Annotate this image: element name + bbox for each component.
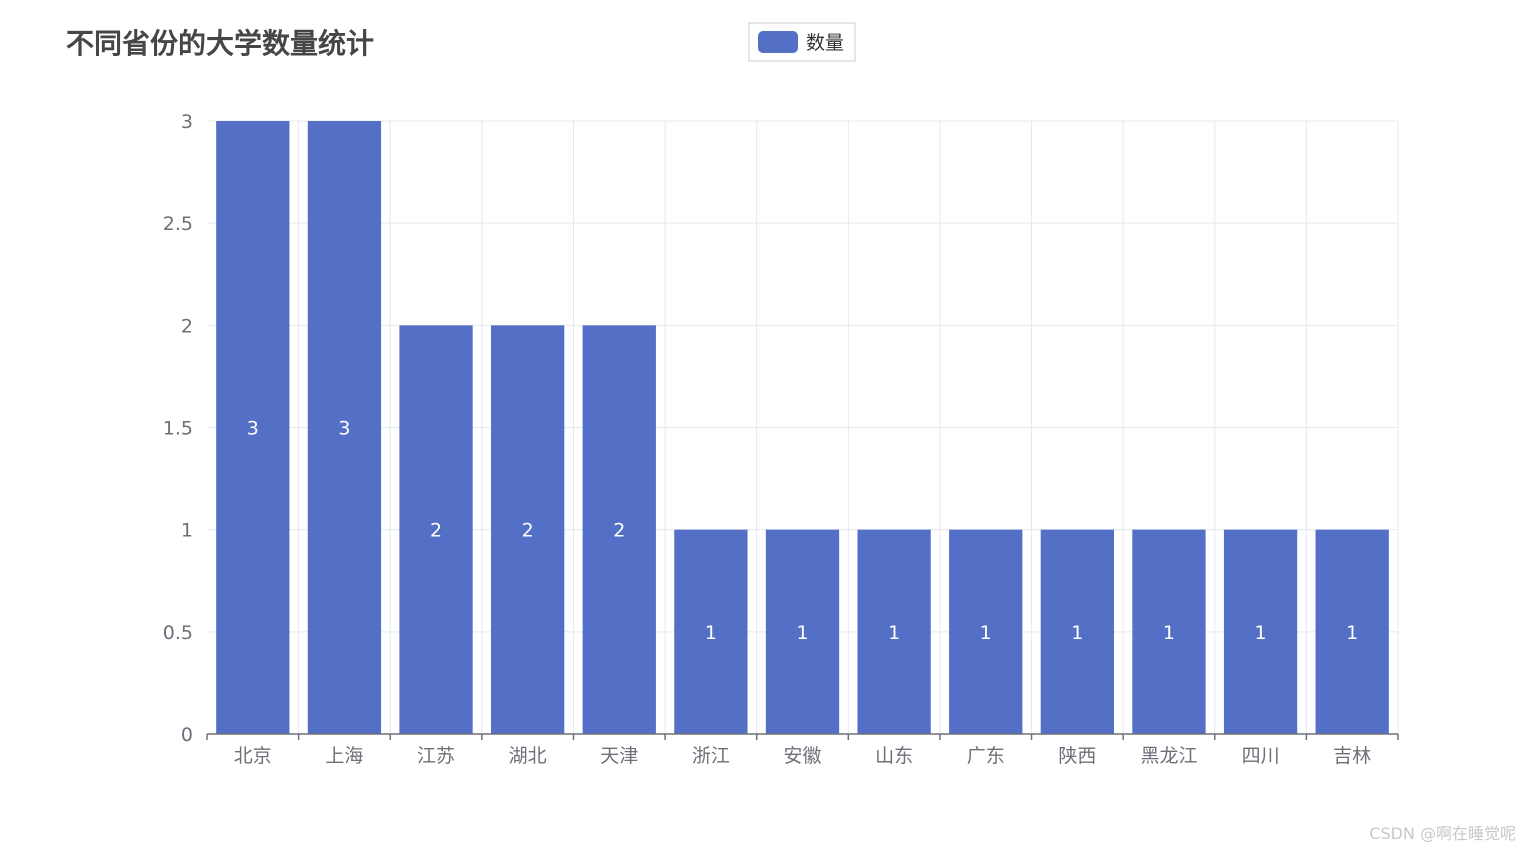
bar	[949, 529, 1023, 734]
axes: 0 0.5 1 1.5 2 2.5 3 北京 上海 江苏 湖北 天津 浙江 安徽 山东 广东 陕西 黑龙江 四川 吉林	[163, 111, 1399, 767]
bar-data-label: 1	[1071, 622, 1083, 644]
bar	[857, 529, 931, 734]
bar-data-label: 1	[1346, 622, 1358, 644]
bar	[1315, 529, 1389, 734]
bar	[674, 529, 748, 734]
y-tick-label: 1	[181, 520, 193, 542]
bar-data-label: 1	[705, 622, 717, 644]
bar	[765, 529, 840, 734]
bar	[491, 325, 565, 734]
bar-data-label: 2	[613, 520, 625, 542]
y-tick-label: 2	[181, 315, 193, 337]
bar-data-label: 3	[338, 418, 350, 440]
y-tick-label: 0.5	[163, 622, 193, 644]
x-tick-label: 山东	[875, 745, 913, 767]
bar-data-label: 2	[522, 520, 534, 542]
bar	[307, 121, 382, 734]
bars: 3 3 2 2 2 1 1 1 1 1 1 1 1	[216, 121, 1389, 734]
bar	[1132, 529, 1206, 734]
y-tick-label: 3	[181, 111, 193, 133]
bar-data-label: 1	[1163, 622, 1175, 644]
watermark: CSDN @啊在睡觉呢	[1369, 824, 1516, 843]
bar	[1223, 529, 1298, 734]
legend[interactable]: 数量	[748, 22, 856, 62]
x-tick-label: 北京	[234, 745, 272, 767]
bar	[1040, 529, 1114, 734]
y-tick-label: 2.5	[163, 213, 193, 235]
legend-swatch	[758, 31, 798, 53]
bar-data-label: 1	[1255, 622, 1267, 644]
x-tick-label: 黑龙江	[1140, 745, 1197, 767]
x-tick-label: 浙江	[692, 745, 730, 767]
x-tick-label: 安徽	[783, 745, 821, 767]
x-tick-label: 吉林	[1333, 745, 1371, 767]
x-tick-label: 陕西	[1058, 745, 1096, 767]
bar	[399, 325, 473, 734]
bar-data-label: 1	[888, 622, 900, 644]
x-tick-label: 江苏	[417, 745, 455, 767]
bar-data-label: 1	[796, 622, 808, 644]
x-tick-label: 四川	[1242, 745, 1280, 767]
x-tick-label: 上海	[325, 745, 363, 767]
legend-label: 数量	[806, 32, 844, 54]
bar	[582, 325, 656, 734]
x-tick-label: 广东	[967, 745, 1005, 767]
bar-data-label: 2	[430, 520, 442, 542]
y-tick-label: 0	[181, 724, 193, 746]
bar-data-label: 1	[980, 622, 992, 644]
bar-data-label: 3	[247, 418, 259, 440]
bar	[216, 121, 290, 734]
chart-title: 不同省份的大学数量统计	[66, 27, 374, 60]
x-tick-label: 天津	[600, 745, 638, 767]
x-tick-label: 湖北	[509, 745, 547, 767]
y-tick-label: 1.5	[163, 418, 193, 440]
